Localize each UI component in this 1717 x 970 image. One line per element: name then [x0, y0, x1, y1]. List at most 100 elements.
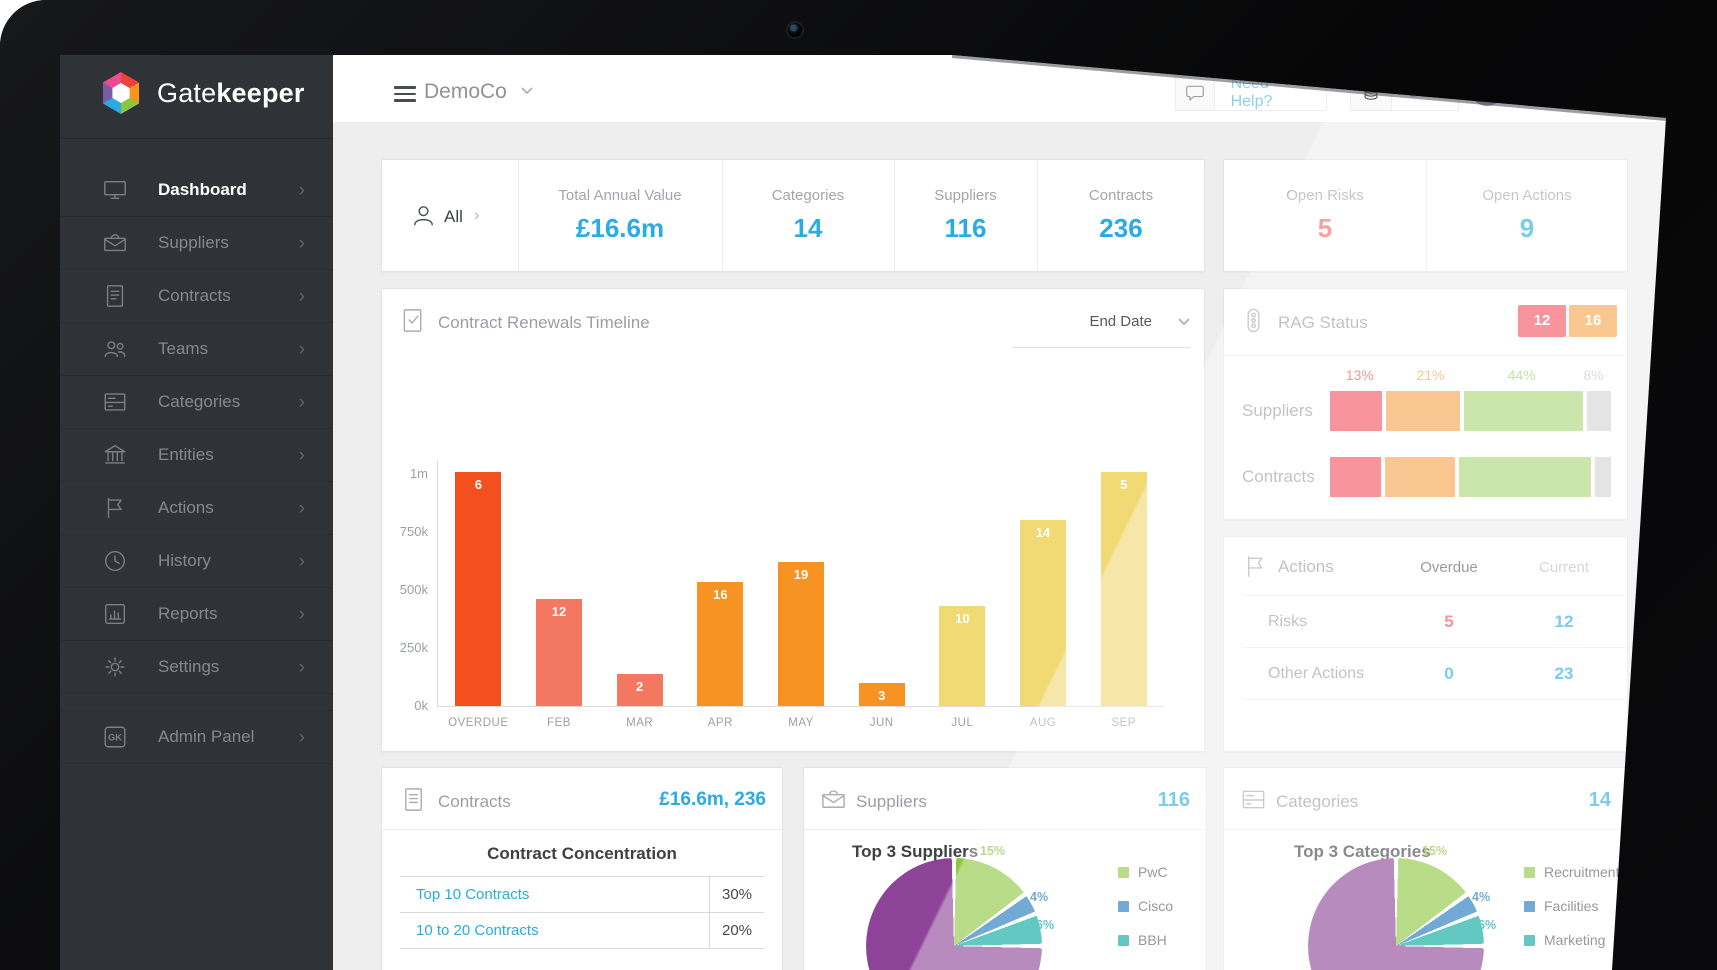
column-header-current: Current: [1538, 559, 1590, 576]
x-axis-label: JUN: [869, 717, 894, 729]
chevron-down-icon[interactable]: [521, 87, 533, 95]
actions-card: Actions Overdue Current Risks 5 12 Other Ac…: [1223, 536, 1628, 752]
header-divider: [382, 829, 782, 830]
sidebar-item-label: Reports: [158, 604, 218, 623]
stat-contracts[interactable]: Contracts 236: [1037, 160, 1205, 271]
currency-button[interactable]: USD: [1350, 75, 1459, 111]
action-overdue-value[interactable]: 5: [1444, 612, 1454, 631]
need-help-button[interactable]: Need Help?: [1175, 75, 1327, 111]
rag-segment[interactable]: [1330, 457, 1381, 497]
action-current-value[interactable]: 12: [1554, 612, 1574, 631]
speech-bubble-icon: [1176, 76, 1215, 110]
stat-value: 9: [1519, 213, 1535, 243]
sidebar-item-suppliers[interactable]: Suppliers ›: [60, 217, 333, 270]
top-categories-pie-chart[interactable]: [1308, 858, 1484, 970]
rag-badge[interactable]: 12: [1518, 305, 1566, 337]
bar-value-label: 10: [955, 611, 970, 626]
sidebar-item-entities[interactable]: Entities ›: [60, 429, 333, 482]
categories-summary-link[interactable]: 14: [1588, 789, 1611, 811]
rag-segment[interactable]: [1330, 391, 1382, 431]
rag-segment[interactable]: [1384, 457, 1456, 497]
bar-value-label: 19: [793, 567, 809, 582]
rag-badge[interactable]: 16: [1569, 305, 1617, 337]
contracts-summary-link[interactable]: £16.6m, 236: [659, 789, 766, 810]
rag-percent-label: 21%: [1416, 367, 1445, 383]
action-row-label: Other Actions: [1268, 665, 1365, 682]
bar-apr[interactable]: 16: [697, 582, 744, 706]
stat-label: Suppliers: [934, 187, 997, 204]
company-switcher[interactable]: DemoCo: [424, 80, 507, 103]
legend-item-cisco: Cisco: [1118, 898, 1173, 914]
stat-open-actions[interactable]: Open Actions 9: [1426, 160, 1628, 271]
chevron-right-icon: ›: [298, 232, 305, 254]
stat-total-annual-value[interactable]: Total Annual Value £16.6m: [518, 160, 723, 271]
bar-value-label: 12: [551, 604, 567, 619]
user-menu[interactable]: John Smith: [1514, 82, 1590, 99]
scope-filter-all[interactable]: All ›: [382, 160, 519, 271]
header-divider: [1242, 595, 1627, 596]
bar-overdue[interactable]: 6: [455, 472, 502, 706]
contract-band-link[interactable]: Top 10 Contracts: [416, 886, 530, 903]
monitor-icon: [102, 177, 128, 203]
chevron-right-icon: ›: [474, 205, 480, 224]
stat-value: 236: [1099, 213, 1143, 243]
pie-slice-label: 15%: [1422, 844, 1448, 858]
bar-may[interactable]: 19: [778, 562, 825, 706]
bar-value-label: 6: [474, 477, 482, 492]
traffic-light-icon: [1240, 307, 1267, 334]
sidebar-item-reports[interactable]: Reports ›: [60, 588, 333, 641]
rag-segment[interactable]: [1464, 391, 1584, 431]
bar-slot: 3: [841, 683, 922, 706]
bar-jul[interactable]: 10: [939, 606, 986, 706]
sidebar-item-history[interactable]: History ›: [60, 535, 333, 588]
legend-label: Recruitment: [1544, 864, 1620, 880]
top-suppliers-pie-chart[interactable]: [866, 858, 1042, 970]
sidebar-item-settings[interactable]: Settings ›: [60, 641, 333, 694]
action-current-value[interactable]: 23: [1554, 664, 1574, 683]
sidebar-item-label: Actions: [158, 498, 214, 517]
sidebar-item-dashboard[interactable]: Dashboard ›: [60, 164, 333, 217]
chevron-down-icon: [1178, 318, 1190, 326]
chevron-down-icon[interactable]: [1605, 88, 1617, 96]
rag-segment[interactable]: [1595, 457, 1611, 497]
sidebar-item-contracts[interactable]: Contracts ›: [60, 270, 333, 323]
sidebar-item-admin-panel[interactable]: GK Admin Panel ›: [60, 710, 333, 764]
suppliers-summary-link[interactable]: 116: [1157, 789, 1190, 811]
rag-status-card: RAG Status 12 16 13% 21% 44% 8% Suppliers Co…: [1223, 288, 1628, 520]
action-row-label: Risks: [1268, 613, 1308, 630]
clock-icon: [102, 548, 128, 574]
legend-swatch: [1524, 900, 1535, 912]
header-divider: [1224, 355, 1627, 356]
rag-segment[interactable]: [1459, 457, 1592, 497]
legend-swatch: [1118, 900, 1129, 912]
scope-filter-label: All: [444, 207, 463, 226]
bar-sep[interactable]: 5: [1100, 472, 1147, 706]
rag-segment[interactable]: [1587, 391, 1611, 431]
stat-open-risks[interactable]: Open Risks 5: [1224, 160, 1427, 271]
row-divider: [1242, 647, 1627, 648]
x-axis-label: MAY: [788, 717, 814, 729]
stat-value: 5: [1317, 213, 1333, 243]
contract-band-link[interactable]: 10 to 20 Contracts: [416, 922, 539, 939]
bar-mar[interactable]: 2: [616, 674, 663, 706]
contracts-panel: Contracts £16.6m, 236 Contract Concentra…: [381, 767, 783, 970]
pie-slice-label: 4%: [1030, 890, 1049, 904]
document-icon: [102, 283, 128, 309]
rag-segment[interactable]: [1385, 391, 1461, 431]
stat-value: 14: [793, 213, 823, 243]
bar-jun[interactable]: 3: [858, 683, 905, 706]
stat-categories[interactable]: Categories 14: [722, 160, 895, 271]
hamburger-menu-icon[interactable]: [394, 86, 416, 106]
gatekeeper-logo[interactable]: Gatekeeper: [100, 72, 305, 114]
stat-suppliers[interactable]: Suppliers 116: [894, 160, 1038, 271]
chevron-right-icon: ›: [298, 179, 305, 201]
sidebar-item-teams[interactable]: Teams ›: [60, 323, 333, 376]
bar-feb[interactable]: 12: [536, 599, 582, 706]
action-overdue-value[interactable]: 0: [1444, 664, 1454, 683]
bar-aug[interactable]: 14: [1020, 520, 1067, 706]
sidebar-item-actions[interactable]: Actions ›: [60, 482, 333, 535]
sidebar-item-categories[interactable]: Categories ›: [60, 376, 333, 429]
chevron-right-icon: ›: [298, 726, 305, 748]
legend-item-bbh: BBH: [1118, 932, 1167, 948]
user-avatar[interactable]: [1470, 72, 1504, 106]
